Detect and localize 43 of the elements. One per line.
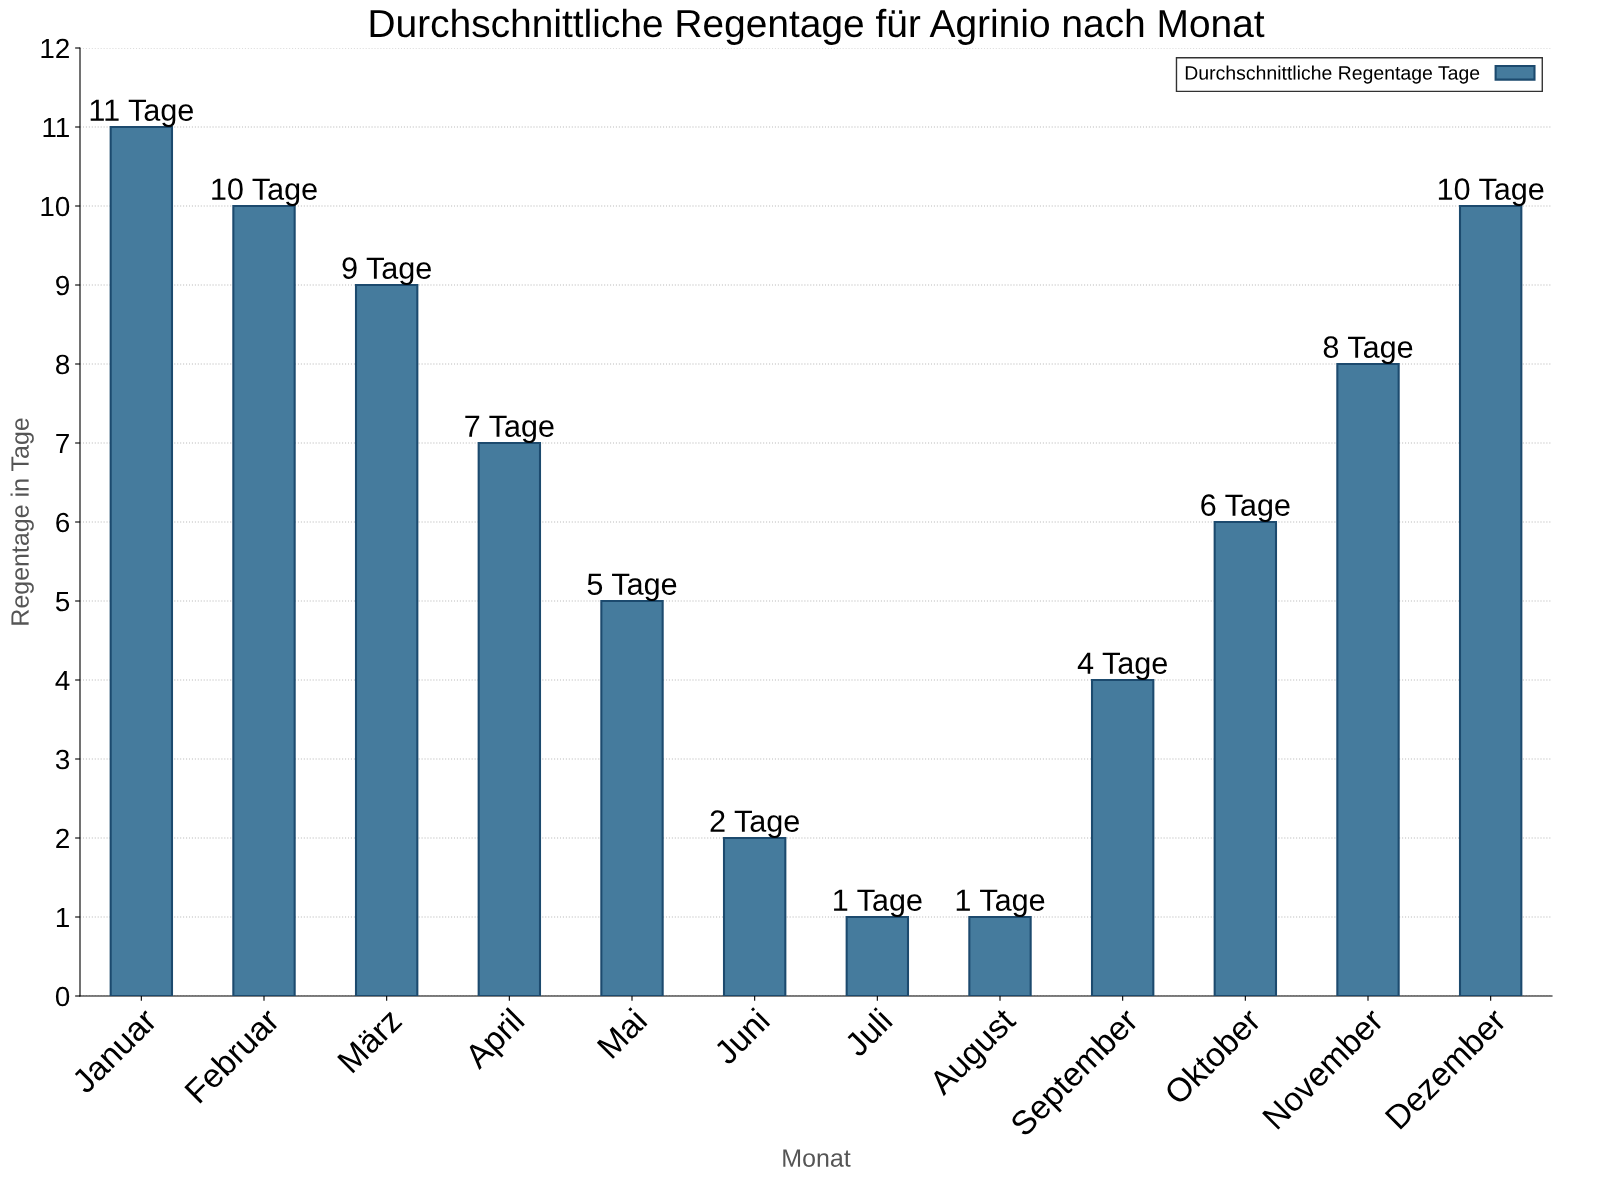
- bar: [1213, 520, 1278, 996]
- data-label: 5 Tage: [587, 573, 677, 601]
- y-axis-title: Regentage in Tage: [10, 418, 34, 625]
- bar: [1090, 678, 1155, 996]
- data-label: 7 Tage: [465, 415, 554, 443]
- data-label: 10 Tage: [212, 178, 317, 206]
- y-tick-label: 5: [55, 591, 70, 612]
- bar: [600, 599, 664, 996]
- y-tick-label: 6: [56, 512, 70, 533]
- y-tick-label: 9: [56, 275, 69, 296]
- y-tick-label: 2: [56, 828, 69, 849]
- bar: [109, 125, 174, 996]
- y-tick-label: 11: [43, 117, 69, 138]
- data-label: 8 Tage: [1323, 336, 1413, 364]
- bar: [477, 441, 542, 996]
- y-tick-label: 12: [41, 38, 69, 59]
- y-tick-label: 7: [56, 433, 69, 454]
- x-axis-title: Monat: [783, 1149, 851, 1167]
- bar: [1336, 362, 1400, 996]
- y-tick-label: 4: [55, 670, 70, 691]
- data-label: 1 Tage: [834, 889, 922, 917]
- x-tick-label: Mai: [595, 1007, 648, 1060]
- bar: [845, 915, 910, 996]
- y-tick-label: 8: [56, 354, 70, 375]
- y-tick-label: 0: [55, 986, 70, 1007]
- bar: [1458, 204, 1523, 996]
- y-tick-label: 3: [55, 749, 70, 770]
- data-label: 1 Tage: [956, 889, 1045, 917]
- y-tick-label: 10: [41, 196, 70, 217]
- y-tick-label: 1: [56, 907, 69, 928]
- data-label: 4 Tage: [1077, 652, 1167, 680]
- data-label: 9 Tage: [342, 257, 431, 285]
- bar: [232, 204, 296, 996]
- chart-title: Durchschnittliche Regentage für Agrinio nach Monat: [370, 8, 1265, 45]
- legend-label: Durchschnittliche Regentage Tage: [1185, 65, 1480, 84]
- bar: [968, 915, 1032, 996]
- data-label: 11 Tage: [90, 99, 193, 127]
- data-label: 10 Tage: [1438, 178, 1544, 206]
- x-tick-label: Juli: [842, 1007, 894, 1059]
- data-label: 2 Tage: [710, 810, 799, 838]
- bar: [354, 283, 419, 996]
- data-label: 6 Tage: [1201, 494, 1290, 522]
- bar: [722, 836, 787, 996]
